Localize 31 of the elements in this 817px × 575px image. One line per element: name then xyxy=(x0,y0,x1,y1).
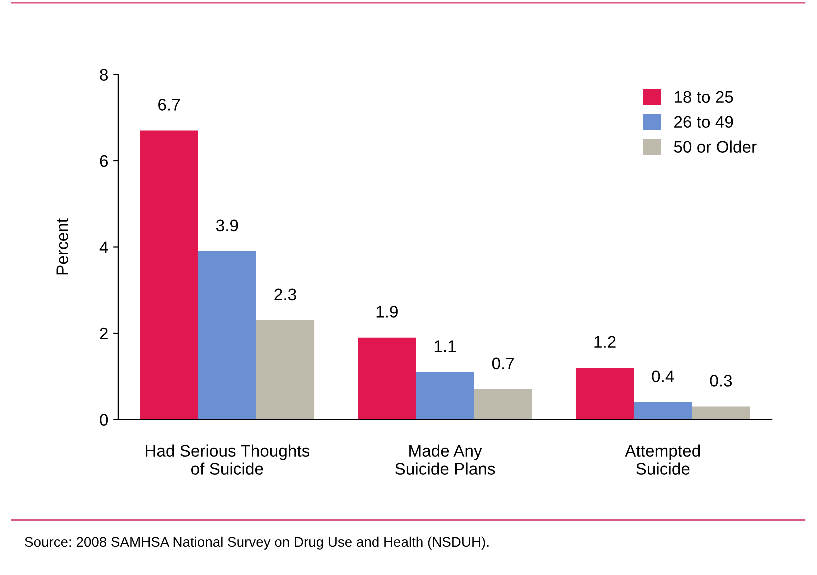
source-note: Source: 2008 SAMHSA National Survey on Drug Use and Health (NSDUH). xyxy=(25,536,489,550)
data-label: 2.3 xyxy=(274,288,296,301)
data-label: 3.9 xyxy=(216,220,238,232)
data-label: 0.3 xyxy=(710,375,732,387)
bar xyxy=(256,320,315,420)
y-tick-label: 4 xyxy=(100,242,108,254)
legend-label: 26 to 49 xyxy=(674,116,734,128)
data-label: 6.7 xyxy=(158,99,180,111)
data-label: 1.2 xyxy=(594,336,616,348)
bar xyxy=(198,252,256,420)
bar xyxy=(576,368,634,420)
data-label: 1.9 xyxy=(376,306,398,318)
bar xyxy=(634,402,692,420)
data-label: 1.1 xyxy=(434,340,456,352)
data-label: 0.7 xyxy=(492,358,514,370)
y-tick-label: 2 xyxy=(100,328,108,340)
legend-label: 18 to 25 xyxy=(674,91,734,104)
y-axis-title: Percent xyxy=(56,218,68,275)
y-tick-label: 8 xyxy=(100,69,108,81)
legend-label: 50 or Older xyxy=(674,140,757,153)
y-tick-label: 0 xyxy=(100,414,108,426)
bar xyxy=(416,372,474,420)
data-label: 0.4 xyxy=(652,370,674,383)
bar xyxy=(474,390,532,420)
x-tick-label: Attempted Suicide xyxy=(625,444,700,475)
bar xyxy=(358,338,416,420)
bar xyxy=(692,406,750,420)
y-tick-label: 6 xyxy=(100,155,108,168)
x-tick-label: Had Serious Thoughts of Suicide xyxy=(146,444,310,475)
bar xyxy=(140,130,198,420)
x-tick-label: Made Any Suicide Plans xyxy=(396,444,496,475)
